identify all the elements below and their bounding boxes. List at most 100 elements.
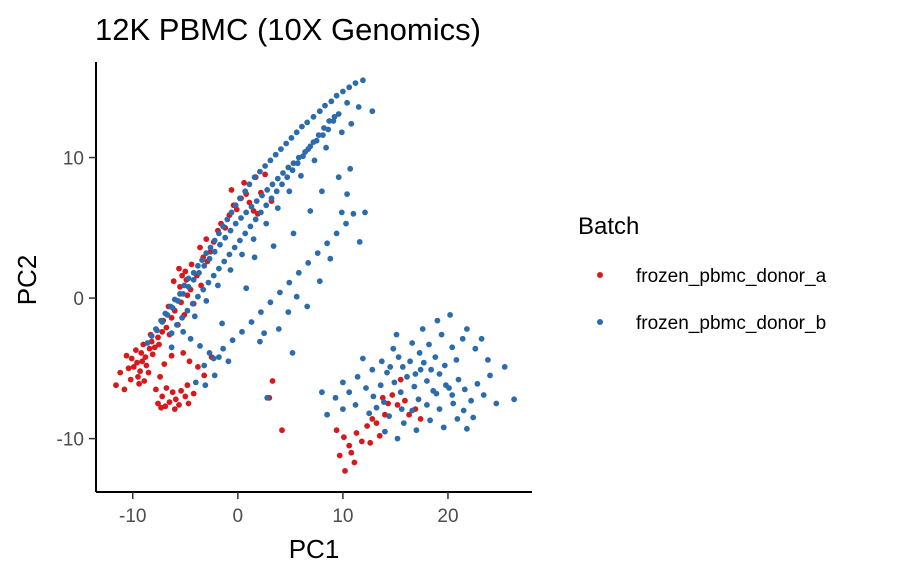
data-point xyxy=(394,402,401,408)
data-point xyxy=(348,120,355,127)
data-point xyxy=(211,372,218,379)
data-point xyxy=(464,326,470,332)
data-point xyxy=(159,319,166,325)
data-point xyxy=(464,425,470,432)
data-point xyxy=(319,389,325,396)
data-point xyxy=(340,88,346,95)
data-point xyxy=(264,187,271,193)
data-point xyxy=(415,396,422,403)
data-point xyxy=(280,170,286,176)
data-point xyxy=(182,393,189,400)
data-point xyxy=(427,417,433,424)
data-point xyxy=(189,300,196,307)
legend-label-donor-b: frozen_pbmc_donor_b xyxy=(636,313,826,334)
data-point xyxy=(113,382,119,389)
data-point xyxy=(185,283,192,290)
data-point xyxy=(239,251,245,258)
data-point xyxy=(413,427,420,434)
data-point xyxy=(352,80,359,86)
data-point xyxy=(300,153,306,160)
data-point xyxy=(346,389,353,396)
data-point xyxy=(123,352,130,359)
data-point xyxy=(229,337,236,344)
data-point xyxy=(426,341,432,348)
data-point xyxy=(237,237,243,244)
data-point xyxy=(416,350,423,356)
data-point xyxy=(386,413,392,419)
data-point xyxy=(294,160,301,167)
data-point xyxy=(432,354,439,360)
data-point xyxy=(377,382,384,389)
data-point xyxy=(355,104,362,110)
data-point xyxy=(263,220,270,227)
data-point xyxy=(151,344,158,351)
data-point xyxy=(170,278,177,285)
data-point xyxy=(323,144,329,151)
data-point xyxy=(211,237,218,244)
data-point xyxy=(217,241,223,248)
data-point xyxy=(472,345,479,352)
data-point xyxy=(269,181,276,188)
data-point xyxy=(305,146,312,153)
legend: Batch frozen_pbmc_donor_a frozen_pbmc_do… xyxy=(578,213,827,334)
y-axis-title: PC2 xyxy=(12,255,42,306)
data-point xyxy=(356,239,363,245)
data-point xyxy=(202,382,209,389)
data-point xyxy=(134,359,140,366)
data-point xyxy=(272,151,279,158)
data-point xyxy=(228,187,235,193)
data-point xyxy=(336,452,343,459)
data-point xyxy=(164,312,171,318)
data-point xyxy=(436,371,443,377)
data-point xyxy=(511,396,517,403)
data-point xyxy=(137,368,144,375)
data-point xyxy=(243,209,250,216)
data-point xyxy=(250,236,257,243)
data-point xyxy=(228,209,235,216)
data-point xyxy=(180,350,187,356)
data-point xyxy=(285,164,292,171)
points-layer xyxy=(113,77,517,474)
data-point xyxy=(455,376,462,383)
data-point xyxy=(125,365,132,372)
data-point xyxy=(143,362,150,369)
data-point xyxy=(493,400,500,407)
data-point xyxy=(419,326,426,332)
data-point xyxy=(351,459,358,466)
data-point xyxy=(261,330,267,337)
data-point xyxy=(411,383,418,390)
data-point xyxy=(185,400,192,407)
data-point xyxy=(340,406,346,412)
data-point xyxy=(191,313,198,320)
data-point xyxy=(178,387,185,394)
data-point xyxy=(258,209,264,216)
data-point xyxy=(417,366,424,373)
data-point xyxy=(400,420,407,426)
data-point xyxy=(459,335,466,342)
data-point xyxy=(201,372,208,379)
data-point xyxy=(139,358,146,365)
data-point xyxy=(219,320,226,327)
data-point xyxy=(454,416,461,422)
data-point xyxy=(332,394,339,401)
data-point xyxy=(395,354,402,360)
data-point xyxy=(195,364,201,370)
data-point xyxy=(243,285,250,292)
x-tick-label: 20 xyxy=(437,506,458,527)
data-point xyxy=(461,386,468,393)
data-point xyxy=(225,358,232,365)
data-point xyxy=(324,240,330,247)
data-point xyxy=(342,468,348,474)
data-point xyxy=(144,340,151,346)
data-point xyxy=(264,394,271,401)
data-point xyxy=(474,380,481,387)
data-point xyxy=(258,309,264,315)
data-point xyxy=(268,195,275,202)
data-point xyxy=(389,392,396,398)
data-point xyxy=(360,77,366,84)
data-point xyxy=(179,272,186,279)
data-point xyxy=(138,350,145,356)
data-point xyxy=(216,265,222,272)
data-point xyxy=(305,260,312,266)
